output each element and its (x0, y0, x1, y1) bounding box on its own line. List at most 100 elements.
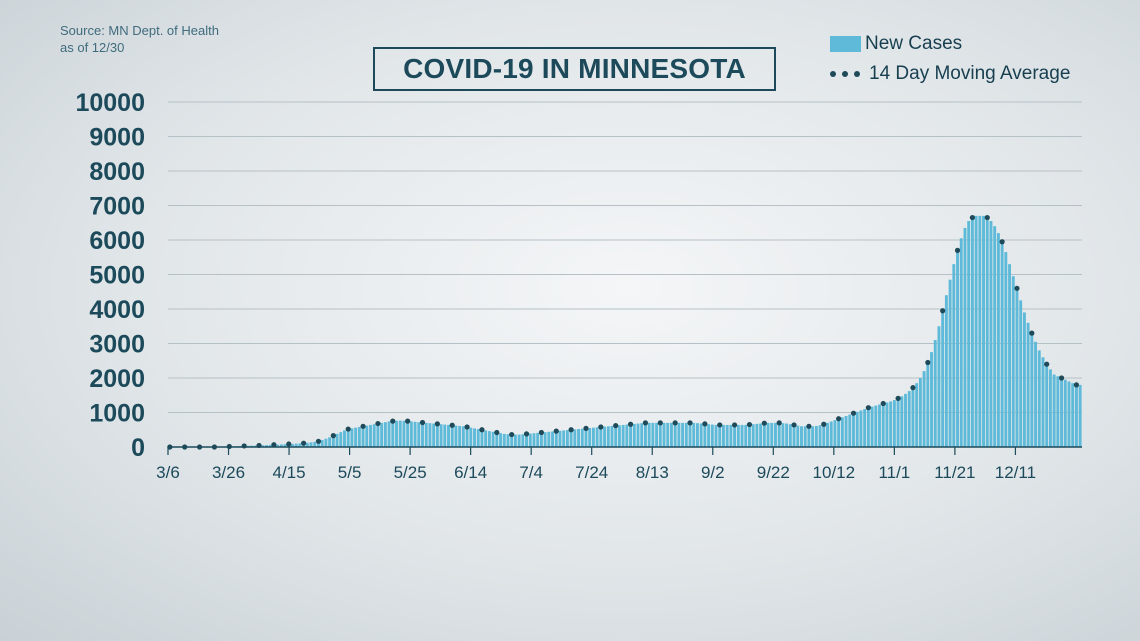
x-tick-label: 7/4 (519, 463, 543, 482)
bar-new-cases (881, 403, 885, 447)
bar-new-cases (528, 433, 532, 447)
bar-new-cases (413, 421, 417, 447)
bar-new-cases (855, 411, 859, 447)
bar-new-cases (863, 409, 867, 447)
legend: New Cases 14 Day Moving Average (830, 29, 1070, 89)
bar-new-cases (309, 442, 313, 447)
bar-new-cases (788, 424, 792, 447)
bar-new-cases (744, 424, 748, 447)
bar-new-cases (1067, 381, 1071, 447)
bar-new-cases (469, 427, 473, 447)
bar-new-cases (506, 434, 510, 447)
moving-average-point (969, 214, 975, 221)
x-tick-label: 12/11 (995, 463, 1036, 482)
bar-new-cases (1071, 383, 1075, 447)
bar-new-cases (491, 431, 495, 447)
moving-average-point (464, 424, 470, 430)
bar-new-cases (510, 434, 514, 447)
bar-new-cases (878, 404, 881, 447)
bar-new-cases (1026, 322, 1030, 447)
y-tick-label: 8000 (89, 158, 145, 186)
bar-new-cases (554, 431, 558, 447)
bar-new-cases (1078, 384, 1082, 447)
moving-average-point (732, 422, 738, 428)
bar-new-cases (844, 415, 848, 447)
moving-average-point (880, 400, 886, 407)
bar-new-cases (699, 423, 703, 447)
moving-average-point (999, 239, 1005, 245)
bar-new-cases (759, 423, 763, 447)
bar-new-cases (710, 424, 714, 447)
bar-new-cases (1011, 276, 1015, 447)
moving-average-point (405, 418, 411, 424)
bar-new-cases (584, 428, 588, 447)
moving-average-point (509, 431, 515, 438)
bar-new-cases (643, 422, 647, 447)
bar-new-cases (313, 441, 317, 447)
bar-new-cases (391, 421, 395, 447)
moving-average-point (538, 429, 545, 436)
chart-title-box: COVID-19 IN MINNESOTA (373, 47, 776, 91)
legend-item-moving-average: 14 Day Moving Average (830, 59, 1070, 89)
bar-new-cases (339, 432, 343, 447)
bar-new-cases (714, 424, 718, 447)
bar-new-cases (487, 431, 491, 447)
bar-new-cases (703, 423, 707, 447)
moving-average-point (984, 214, 990, 221)
bar-new-cases (343, 430, 346, 447)
bar-new-cases (547, 431, 551, 447)
bar-new-cases (1030, 333, 1034, 447)
bar-new-cases (387, 421, 391, 447)
bar-new-cases (417, 422, 421, 447)
bar-new-cases (354, 427, 358, 447)
bar-new-cases (807, 426, 811, 447)
bar-new-cases (755, 423, 759, 447)
bar-new-cases (829, 421, 833, 447)
moving-average-point (746, 421, 753, 428)
bar-new-cases (970, 217, 974, 447)
x-tick-label: 3/26 (212, 463, 245, 482)
y-tick-label: 6000 (89, 227, 145, 255)
bar-new-cases (874, 405, 878, 447)
moving-average-point (345, 426, 351, 432)
x-tick-labels: 3/6 3/26 4/15 5/5 5/25 6/14 7/4 7/24 8/13 9/2 9/22… (156, 463, 1036, 482)
moving-average-point (568, 427, 574, 433)
bar-new-cases (1000, 241, 1004, 447)
bar-new-cases (562, 430, 566, 447)
bar-new-cases (896, 398, 900, 447)
y-tick-label: 3000 (89, 331, 145, 359)
bar-new-cases (985, 217, 989, 447)
bar-new-cases (848, 414, 852, 447)
bar-new-cases (298, 443, 302, 447)
bar-new-cases (647, 422, 651, 447)
bar-new-cases (346, 429, 350, 447)
bar-new-cases (279, 444, 283, 447)
bar-new-cases (718, 424, 722, 447)
source-note: Source: MN Dept. of Health as of 12/30 (60, 22, 219, 56)
bar-new-cases (952, 264, 956, 447)
bar-new-cases (450, 425, 454, 447)
bar-new-cases (636, 423, 640, 447)
bar-new-cases (443, 424, 447, 447)
bar-new-cases (365, 425, 369, 447)
moving-average-point (925, 359, 931, 366)
x-tick-label: 6/14 (454, 463, 487, 482)
bar-new-cases (866, 407, 870, 447)
bar-new-cases (565, 430, 569, 447)
bar-new-cases (406, 421, 410, 447)
bar-new-cases (409, 421, 413, 447)
bar-new-cases (1052, 374, 1056, 447)
bar-new-cases (625, 424, 629, 447)
moving-average-point (657, 420, 663, 426)
bar-new-cases (632, 423, 636, 447)
moving-average-point (523, 431, 530, 437)
bar-new-cases (967, 221, 971, 447)
bar-new-cases (818, 425, 822, 447)
bar-new-cases (513, 434, 517, 447)
bar-new-cases (692, 422, 696, 447)
y-tick-label: 1000 (89, 400, 145, 428)
bar-new-cases (439, 424, 443, 447)
bar-new-cases (1041, 357, 1045, 447)
moving-average-point (850, 410, 857, 416)
bar-new-cases (885, 402, 889, 447)
